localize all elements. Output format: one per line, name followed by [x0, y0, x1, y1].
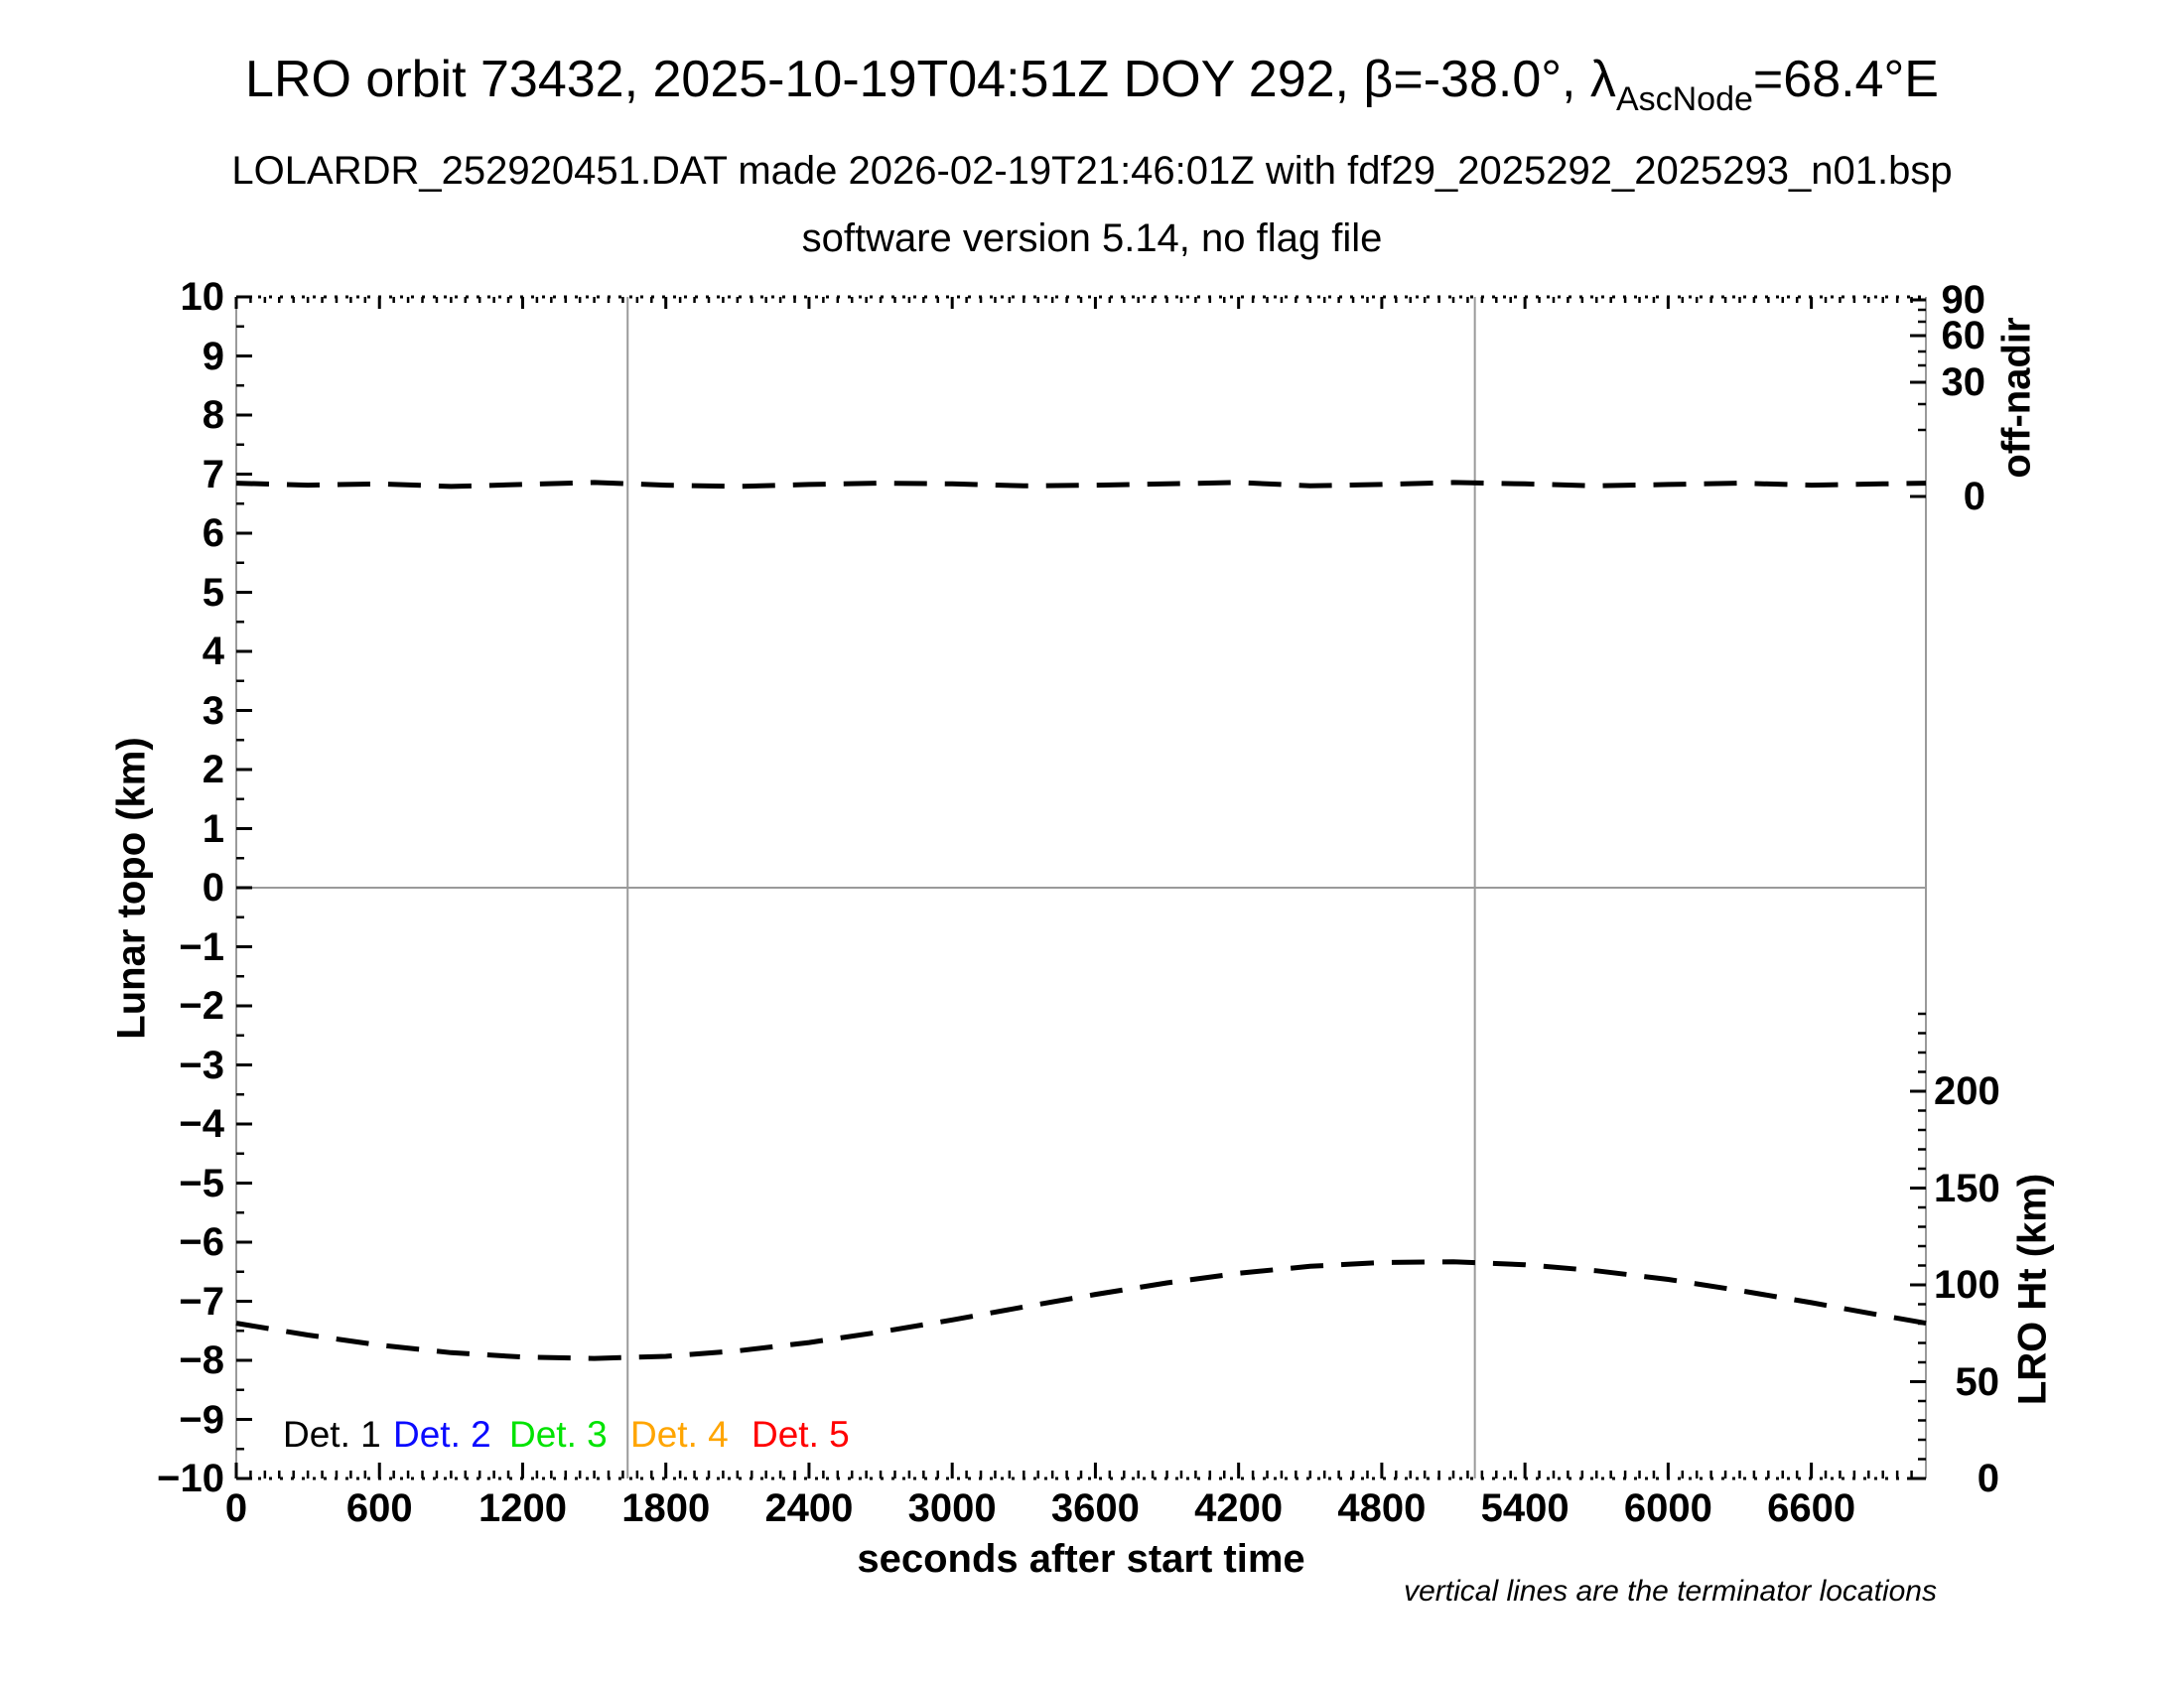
x-tick-label: 4200 — [1194, 1486, 1284, 1530]
left-tick-label: 0 — [202, 866, 224, 910]
subtitle-filename: LOLARDR_252920451.DAT made 2026-02-19T21… — [231, 149, 1953, 193]
height-tick-label: 100 — [1934, 1263, 2000, 1307]
legend-det-4: Det. 4 — [630, 1414, 729, 1455]
left-tick-label: 7 — [202, 452, 224, 496]
left-axis-title: Lunar topo (km) — [109, 737, 154, 1040]
left-tick-label: 6 — [202, 511, 224, 555]
left-tick-label: 3 — [202, 688, 224, 733]
offnadir-tick-label: 0 — [1963, 475, 1985, 518]
left-tick-label: 4 — [202, 630, 224, 673]
left-tick-label: −3 — [179, 1043, 224, 1087]
x-tick-label: 600 — [345, 1486, 413, 1530]
left-tick-label: 10 — [180, 275, 225, 319]
left-tick-label: 2 — [202, 748, 224, 791]
left-tick-label: 9 — [202, 334, 224, 378]
left-tick-label: −10 — [157, 1457, 224, 1500]
offnadir-axis-title: off-nadir — [1994, 317, 2039, 479]
terminator-footnote: vertical lines are the terminator locati… — [1404, 1575, 1937, 1608]
offnadir-tick-label: 90 — [1941, 278, 1986, 322]
left-tick-label: 1 — [202, 806, 224, 851]
left-tick-label: −8 — [179, 1338, 224, 1382]
legend: Det. 1 Det. 2 Det. 3 Det. 4 Det. 5 — [0, 1414, 2184, 1460]
legend-det-3: Det. 3 — [509, 1414, 608, 1455]
title-text: LRO orbit 73432, 2025-10-19T04:51Z DOY 2… — [245, 51, 1616, 108]
x-tick-label: 3000 — [907, 1486, 997, 1530]
left-tick-label: −2 — [179, 984, 224, 1028]
x-tick-label: 0 — [224, 1486, 248, 1530]
left-tick-label: 5 — [202, 570, 224, 615]
x-tick-label: 6000 — [1623, 1486, 1712, 1530]
offnadir-tick-label: 60 — [1941, 314, 1986, 357]
x-tick-label: 3600 — [1050, 1486, 1140, 1530]
height-tick-label: 200 — [1934, 1069, 2000, 1113]
x-tick-label: 4800 — [1337, 1486, 1427, 1530]
x-tick-label: 5400 — [1480, 1486, 1570, 1530]
offnadir-tick-label: 30 — [1941, 360, 1986, 404]
lro-height-axis-title: LRO Ht (km) — [2010, 1173, 2055, 1406]
legend-det-1: Det. 1 — [283, 1414, 381, 1455]
height-tick-label: 150 — [1934, 1166, 2000, 1210]
x-axis-title: seconds after start time — [857, 1537, 1305, 1581]
title-suffix: =68.4°E — [1752, 51, 1939, 108]
x-tick-label: 2400 — [764, 1486, 854, 1530]
page-title: LRO orbit 73432, 2025-10-19T04:51Z DOY 2… — [0, 50, 2184, 119]
height-tick-label: 50 — [1955, 1359, 2000, 1404]
x-tick-label: 1800 — [621, 1486, 711, 1530]
x-tick-label: 6600 — [1767, 1486, 1856, 1530]
lro-height-curve — [235, 1259, 1927, 1361]
height-tick-label: 0 — [1977, 1457, 1999, 1500]
left-tick-label: −5 — [179, 1161, 224, 1205]
subtitle-software-version: software version 5.14, no flag file — [801, 216, 1383, 260]
left-tick-label: −4 — [179, 1102, 224, 1146]
left-tick-label: −9 — [179, 1397, 224, 1442]
title-subscript: AscNode — [1615, 80, 1753, 118]
legend-det-5: Det. 5 — [751, 1414, 850, 1455]
offnadir-curve — [235, 480, 1927, 490]
left-tick-label: −7 — [179, 1279, 224, 1324]
legend-det-2: Det. 2 — [393, 1414, 491, 1455]
left-tick-label: 8 — [202, 393, 224, 437]
left-tick-label: −1 — [179, 924, 224, 969]
x-tick-label: 1200 — [478, 1486, 567, 1530]
left-tick-label: −6 — [179, 1220, 224, 1264]
